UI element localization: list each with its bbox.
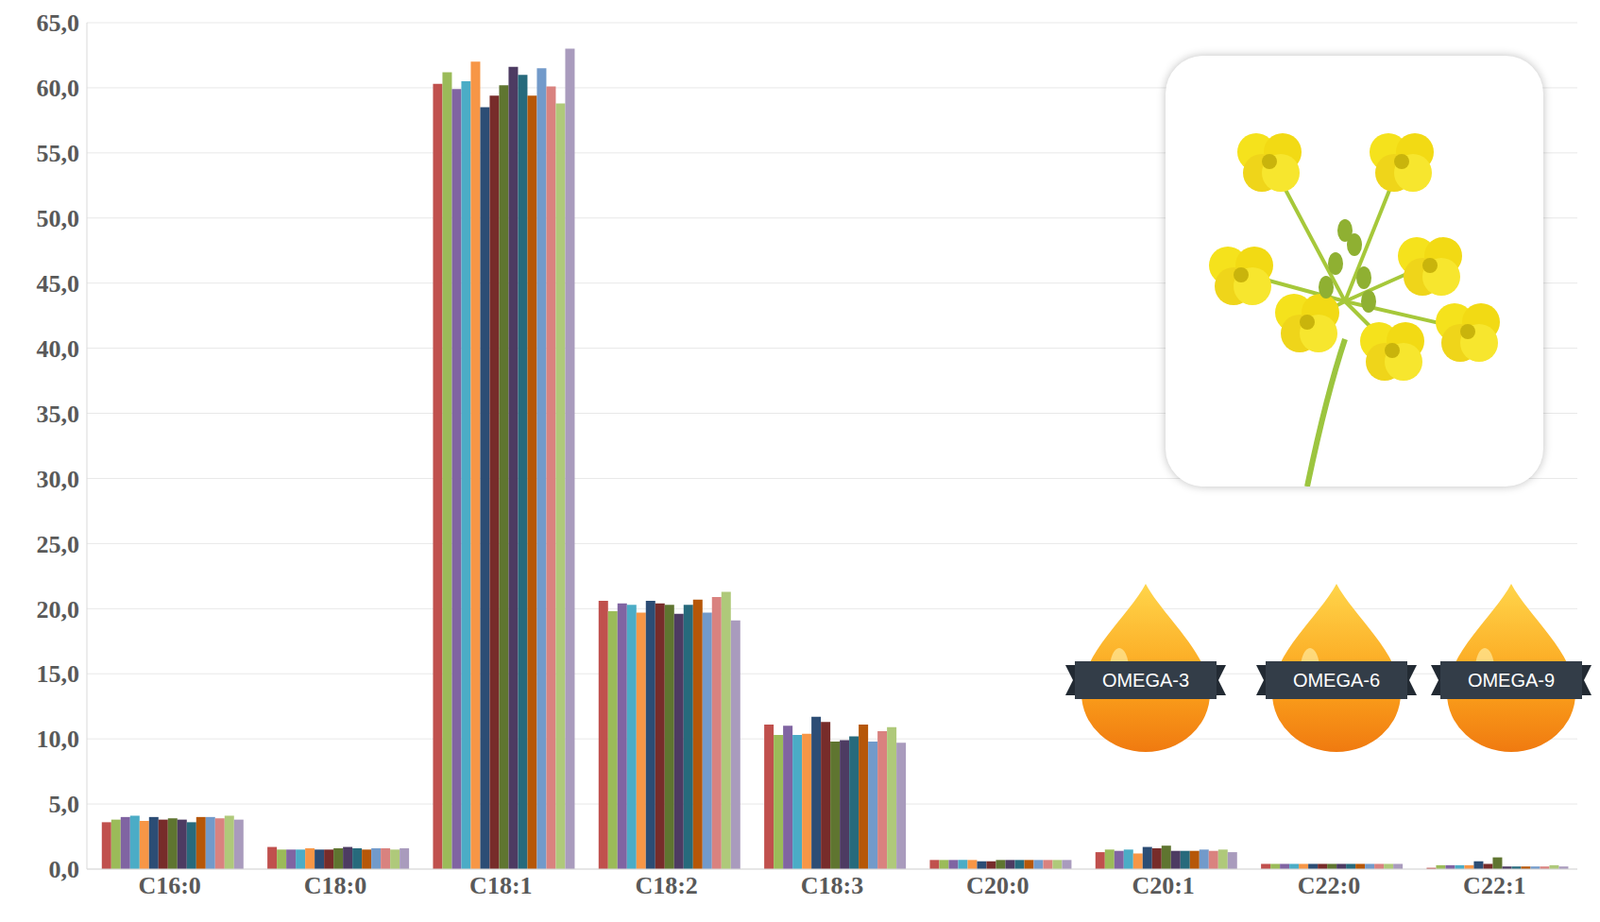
svg-text:40,0: 40,0 [36, 335, 81, 363]
svg-text:25,0: 25,0 [36, 530, 81, 559]
svg-text:50,0: 50,0 [36, 204, 81, 233]
svg-text:30,0: 30,0 [36, 465, 81, 494]
svg-text:55,0: 55,0 [36, 139, 81, 168]
svg-text:C22:0: C22:0 [1297, 871, 1361, 900]
svg-text:20,0: 20,0 [36, 595, 81, 624]
svg-text:5,0: 5,0 [49, 790, 81, 818]
svg-text:0,0: 0,0 [49, 855, 81, 884]
svg-text:C18:3: C18:3 [800, 871, 864, 900]
svg-text:OMEGA-9: OMEGA-9 [1467, 669, 1555, 691]
svg-text:C18:0: C18:0 [304, 871, 367, 900]
svg-text:45,0: 45,0 [36, 270, 81, 298]
svg-text:C16:0: C16:0 [137, 871, 201, 900]
svg-text:35,0: 35,0 [36, 400, 81, 428]
svg-text:C18:1: C18:1 [469, 871, 532, 900]
svg-text:10,0: 10,0 [36, 725, 81, 753]
svg-text:C20:1: C20:1 [1131, 871, 1194, 900]
svg-text:OMEGA-3: OMEGA-3 [1102, 669, 1190, 691]
svg-text:15,0: 15,0 [36, 660, 81, 688]
svg-text:C22:1: C22:1 [1463, 871, 1526, 900]
svg-text:65,0: 65,0 [36, 9, 81, 37]
svg-text:C18:2: C18:2 [634, 871, 698, 900]
svg-text:C20:0: C20:0 [966, 871, 1029, 900]
svg-text:OMEGA-6: OMEGA-6 [1293, 669, 1380, 691]
svg-text:60,0: 60,0 [36, 74, 81, 103]
